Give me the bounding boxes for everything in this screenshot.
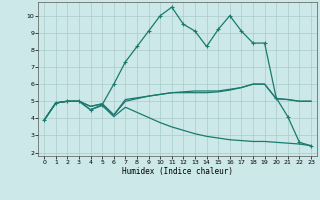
X-axis label: Humidex (Indice chaleur): Humidex (Indice chaleur) (122, 167, 233, 176)
